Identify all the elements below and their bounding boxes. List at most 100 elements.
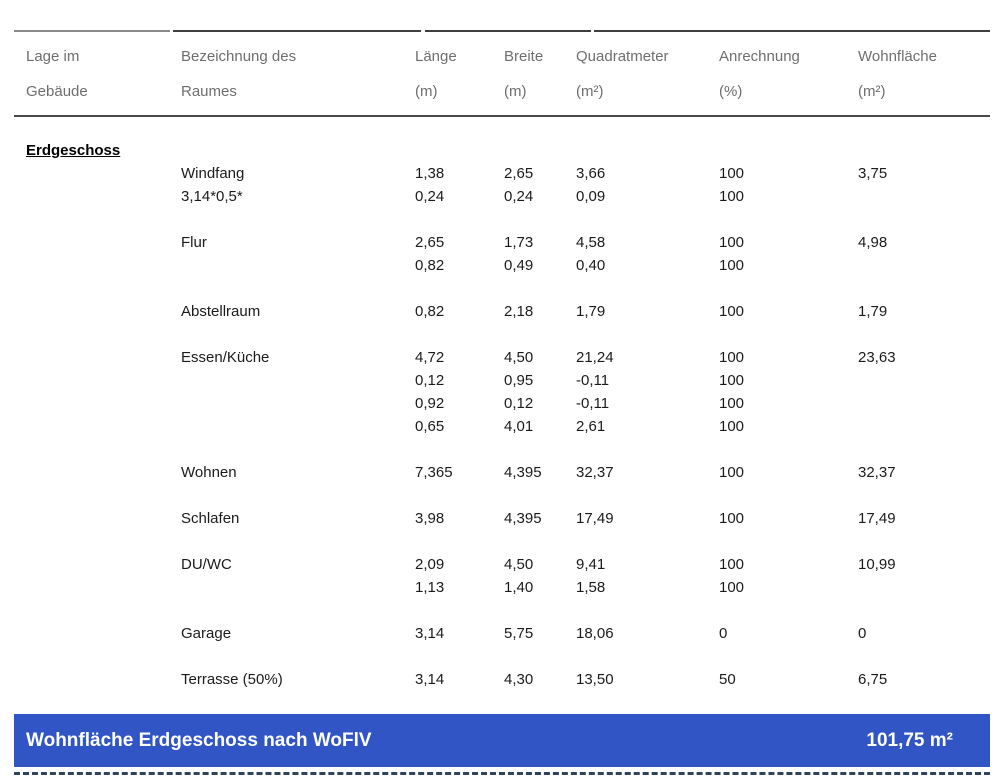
cell-anrechnung: 100	[719, 556, 745, 573]
total-bar: Wohnfläche Erdgeschoss nach WoFlV 101,75…	[14, 714, 990, 767]
border-segment	[173, 30, 421, 32]
cell-lage	[26, 300, 181, 323]
room-group: Terrasse (50%) 3,14 4,30 13,50 50 6,75	[14, 668, 990, 691]
cell-bezeichnung: Essen/Küche	[181, 349, 270, 366]
header-lage-line1: Lage im	[26, 48, 80, 65]
cell-breite: 2,65	[504, 165, 534, 182]
cell-breite: 5,75	[504, 625, 534, 642]
cell-bezeichnung	[181, 369, 415, 392]
table-row: 0,12 0,95 -0,11 100	[14, 369, 990, 392]
table-row: Wohnen 7,365 4,395 32,37 100 32,37	[14, 461, 990, 484]
cell-lage	[26, 162, 181, 185]
cell-anrechnung: 0	[719, 625, 728, 642]
header-breite: Breite (m)	[504, 39, 576, 115]
cell-wohnflaeche: 32,37	[858, 464, 896, 481]
cell-laenge: 3,14	[415, 671, 445, 688]
area-calculation-table: Lage im Gebäude Bezeichnung des Raumes L…	[14, 30, 990, 775]
border-segment	[425, 30, 591, 32]
section-row-erdgeschoss: Erdgeschoss	[14, 139, 990, 162]
border-segment	[594, 30, 990, 32]
cell-bezeichnung: Abstellraum	[181, 303, 261, 320]
cell-lage	[26, 553, 181, 576]
table-row: Windfang 1,38 2,65 3,66 100 3,75	[14, 162, 990, 185]
room-group: Abstellraum 0,82 2,18 1,79 100 1,79	[14, 300, 990, 323]
cell-laenge: 0,65	[415, 418, 445, 435]
header-laenge-line2: (m)	[415, 83, 438, 100]
cell-wohnflaeche	[858, 392, 990, 415]
cell-breite: 0,12	[504, 395, 534, 412]
border-segment	[14, 30, 170, 32]
header-lage-line2: Gebäude	[26, 83, 88, 100]
cell-quadratmeter: 13,50	[576, 671, 614, 688]
cell-quadratmeter: -0,11	[576, 395, 610, 412]
table-row: Terrasse (50%) 3,14 4,30 13,50 50 6,75	[14, 668, 990, 691]
cell-quadratmeter: -0,11	[576, 372, 610, 389]
cell-laenge: 3,14	[415, 625, 445, 642]
room-group: Garage 3,14 5,75 18,06 0 0	[14, 622, 990, 645]
header-bezeichnung-line2: Raumes	[181, 83, 237, 100]
cell-bezeichnung: DU/WC	[181, 556, 232, 573]
cell-breite: 4,30	[504, 671, 534, 688]
cell-lage	[26, 461, 181, 484]
cell-laenge: 1,13	[415, 579, 445, 596]
cell-quadratmeter: 9,41	[576, 556, 606, 573]
cell-lage	[26, 415, 181, 438]
cell-lage	[26, 369, 181, 392]
cell-anrechnung: 100	[719, 464, 745, 481]
table-row: Essen/Küche 4,72 4,50 21,24 100 23,63	[14, 346, 990, 369]
cell-anrechnung: 100	[719, 257, 745, 274]
cell-laenge: 0,82	[415, 257, 445, 274]
cell-laenge: 0,24	[415, 188, 445, 205]
cell-bezeichnung	[181, 415, 415, 438]
cell-bezeichnung	[181, 392, 415, 415]
header-anrechnung: Anrechnung (%)	[719, 39, 858, 115]
table-row: Flur 2,65 1,73 4,58 100 4,98	[14, 231, 990, 254]
header-breite-line2: (m)	[504, 83, 527, 100]
cell-quadratmeter: 4,58	[576, 234, 606, 251]
cell-quadratmeter: 18,06	[576, 625, 614, 642]
cell-lage	[26, 392, 181, 415]
cell-quadratmeter: 1,79	[576, 303, 606, 320]
cell-anrechnung: 50	[719, 671, 736, 688]
cell-anrechnung: 100	[719, 303, 745, 320]
cell-quadratmeter: 21,24	[576, 349, 614, 366]
cell-laenge: 0,12	[415, 372, 445, 389]
header-lage: Lage im Gebäude	[26, 39, 181, 115]
header-breite-line1: Breite	[504, 48, 544, 65]
cell-anrechnung: 100	[719, 188, 745, 205]
header-bottom-border	[14, 115, 990, 117]
table-row: Abstellraum 0,82 2,18 1,79 100 1,79	[14, 300, 990, 323]
cell-breite: 4,01	[504, 418, 534, 435]
cell-lage	[26, 254, 181, 277]
header-wohnflaeche: Wohnfläche (m²)	[858, 39, 990, 115]
room-group: Essen/Küche 4,72 4,50 21,24 100 23,63 0,12 0,95…	[14, 346, 990, 438]
cell-breite: 4,50	[504, 349, 534, 366]
header-laenge: Länge (m)	[415, 39, 504, 115]
cell-anrechnung: 100	[719, 165, 745, 182]
cell-anrechnung: 100	[719, 372, 745, 389]
cell-wohnflaeche: 23,63	[858, 349, 896, 366]
section-label: Erdgeschoss	[26, 142, 121, 159]
cell-breite: 2,18	[504, 303, 534, 320]
cell-wohnflaeche: 10,99	[858, 556, 896, 573]
cell-bezeichnung: 3,14*0,5*	[181, 188, 243, 205]
cell-breite: 4,395	[504, 464, 542, 481]
cell-anrechnung: 100	[719, 579, 745, 596]
cell-quadratmeter: 32,37	[576, 464, 614, 481]
cell-lage	[26, 507, 181, 530]
cell-lage	[26, 622, 181, 645]
cell-laenge: 1,38	[415, 165, 445, 182]
cell-quadratmeter: 2,61	[576, 418, 606, 435]
header-quadratmeter-line1: Quadratmeter	[576, 48, 669, 65]
header-anrechnung-line2: (%)	[719, 83, 743, 100]
cell-bezeichnung: Wohnen	[181, 464, 237, 481]
cell-quadratmeter: 17,49	[576, 510, 614, 527]
cell-lage	[26, 346, 181, 369]
cell-anrechnung: 100	[719, 418, 745, 435]
cell-wohnflaeche	[858, 185, 990, 208]
room-group: DU/WC 2,09 4,50 9,41 100 10,99 1,13 1,40 1,58 100	[14, 553, 990, 599]
header-wohnflaeche-line2: (m²)	[858, 83, 886, 100]
cell-wohnflaeche	[858, 576, 990, 599]
cell-wohnflaeche: 6,75	[858, 671, 888, 688]
